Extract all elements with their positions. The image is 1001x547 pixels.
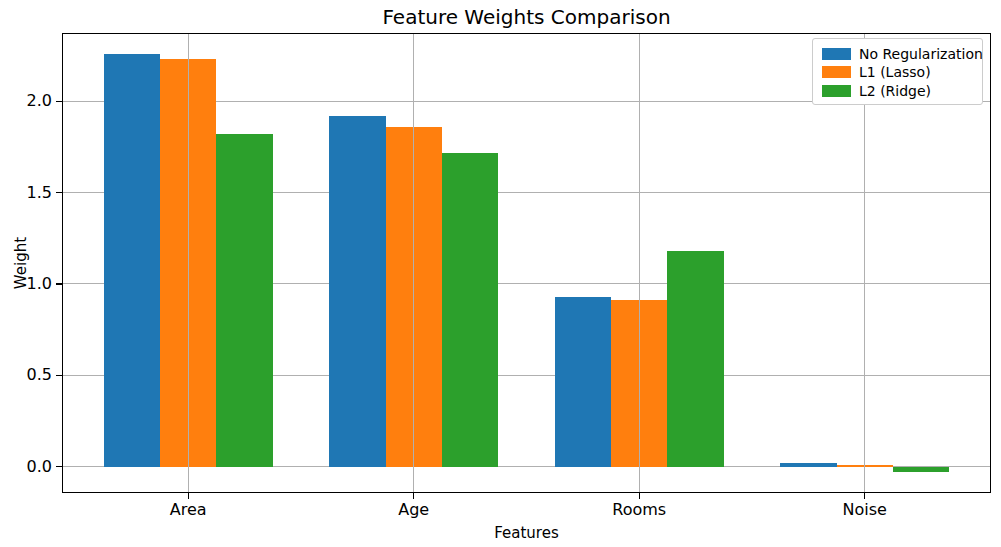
bar	[216, 134, 272, 466]
bar	[555, 297, 611, 467]
y-tick-label: 0.5	[0, 367, 52, 383]
x-tick-label: Rooms	[579, 502, 699, 518]
v-gridline	[639, 33, 640, 493]
legend-label: L2 (Ridge)	[859, 84, 931, 98]
y-tick-label: 1.5	[0, 185, 52, 201]
legend-swatch	[822, 48, 851, 60]
bar	[442, 153, 498, 467]
y-tick-mark	[56, 192, 62, 193]
bar	[780, 463, 836, 467]
legend: No Regularization L1 (Lasso) L2 (Ridge)	[812, 38, 983, 105]
bar	[104, 54, 160, 467]
v-gridline	[413, 33, 414, 493]
legend-item: L1 (Lasso)	[822, 64, 974, 81]
legend-item: No Regularization	[822, 45, 974, 62]
legend-swatch	[822, 66, 851, 78]
y-tick-label: 0.0	[0, 459, 52, 475]
x-tick-label: Noise	[805, 502, 925, 518]
bar	[329, 116, 385, 466]
x-tick-mark	[864, 493, 865, 499]
v-gridline	[188, 33, 189, 493]
figure: Feature Weights Comparison Weight Featur…	[0, 0, 1001, 547]
x-tick-mark	[413, 493, 414, 499]
y-tick-mark	[56, 283, 62, 284]
legend-label: L1 (Lasso)	[859, 65, 931, 79]
y-tick-mark	[56, 375, 62, 376]
bar	[667, 251, 723, 466]
legend-label: No Regularization	[859, 47, 983, 61]
x-tick-mark	[188, 493, 189, 499]
y-tick-mark	[56, 466, 62, 467]
x-axis-label: Features	[62, 524, 991, 542]
x-tick-label: Age	[354, 502, 474, 518]
y-tick-mark	[56, 101, 62, 102]
x-tick-label: Area	[128, 502, 248, 518]
x-tick-mark	[639, 493, 640, 499]
y-tick-label: 1.0	[0, 276, 52, 292]
chart-title: Feature Weights Comparison	[62, 5, 991, 29]
bar	[893, 467, 949, 472]
y-tick-label: 2.0	[0, 93, 52, 109]
legend-swatch	[822, 85, 851, 97]
legend-item: L2 (Ridge)	[822, 82, 974, 99]
